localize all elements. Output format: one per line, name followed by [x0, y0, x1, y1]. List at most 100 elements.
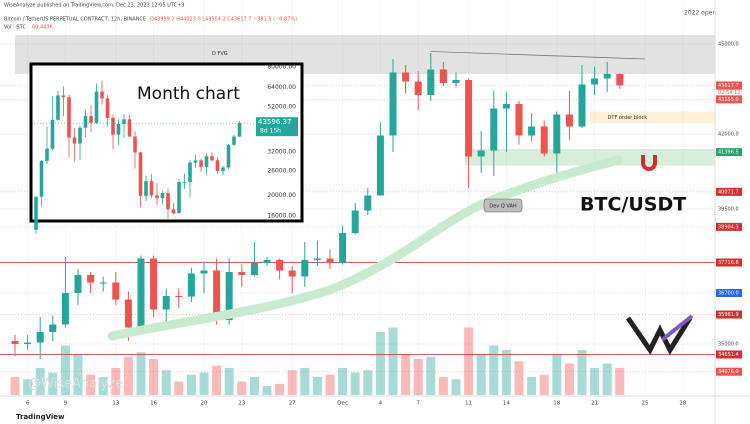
volume-bar	[224, 368, 234, 395]
volume-bar	[375, 332, 385, 395]
volume-bar	[300, 368, 310, 395]
x-tick-label: 13	[112, 401, 119, 407]
candle-body	[565, 114, 573, 127]
price-tag-label: 34651.4	[718, 352, 739, 358]
candle-body	[171, 209, 176, 214]
pair-label: BTC/USDT	[580, 194, 686, 216]
candle-body	[351, 210, 359, 233]
candle-body	[263, 260, 271, 263]
candle-body	[326, 258, 334, 263]
inset-y-tick-label: 80000.00	[267, 63, 296, 70]
price-tag-label: 43155.0	[718, 97, 739, 103]
countdown: 8d 15h	[260, 128, 281, 135]
candle-body	[200, 270, 208, 274]
volume-bar	[149, 359, 159, 395]
candle-body	[45, 148, 49, 161]
volume-bar	[501, 350, 511, 395]
candle-body	[477, 150, 485, 157]
candle-body	[213, 270, 221, 320]
candle-body	[160, 193, 165, 199]
candle-body	[364, 195, 372, 211]
zone	[589, 111, 715, 124]
candle-body	[111, 117, 115, 135]
candle-body	[133, 136, 137, 153]
candle-body	[149, 181, 154, 196]
candle-body	[465, 80, 473, 157]
price-tag	[716, 350, 742, 359]
candle-body	[339, 233, 347, 263]
candle-body	[72, 137, 77, 144]
y-tick-label: 45000.0	[718, 42, 739, 48]
price-tag	[716, 289, 742, 297]
footer-brand: TradingView	[16, 413, 65, 421]
candle-body	[61, 293, 69, 325]
candle-body	[50, 119, 55, 149]
volume-bar	[539, 374, 549, 395]
volume-title: Vol · BTC	[4, 25, 26, 31]
volume-bar	[111, 368, 121, 395]
x-tick-label: 28	[679, 401, 686, 407]
volume-bar	[60, 345, 70, 395]
volume-bar	[249, 377, 259, 395]
inset-y-tick-label: 16000.00	[267, 213, 296, 220]
zone-label: D FVG	[212, 51, 228, 57]
volume-bar	[325, 374, 335, 395]
last-price-tag	[256, 117, 298, 137]
chart-title: Bitcoin / TetherUS PERPETUAL CONTRACT, 1…	[4, 17, 146, 23]
y-tick-label: 35000.0	[718, 342, 739, 348]
open-label: 2022 open	[684, 10, 716, 17]
candle-body	[74, 275, 82, 293]
x-tick-label: 6	[26, 401, 30, 407]
price-tag	[716, 187, 742, 196]
candle-body	[250, 263, 258, 275]
candle-body	[24, 342, 32, 344]
candle-body	[36, 332, 44, 343]
volume-bar	[451, 379, 461, 395]
volume-bar	[388, 327, 398, 395]
volume-bar	[23, 379, 33, 395]
price-tag	[716, 148, 742, 157]
candle-body	[187, 273, 195, 297]
x-tick-label: Dec	[337, 401, 348, 407]
volume-bar	[338, 368, 348, 395]
x-tick-label: 23	[238, 401, 245, 407]
candle-body	[188, 162, 192, 183]
volume-bar	[426, 356, 436, 395]
candle-body	[515, 104, 523, 136]
price-tag-label: 37716.8	[718, 260, 739, 266]
volume-bar	[552, 354, 562, 395]
inset-y-tick-label: 32000.00	[267, 148, 296, 155]
volume-bar	[98, 377, 108, 395]
vah-band	[107, 155, 623, 341]
x-tick-label: 14	[503, 401, 510, 407]
volume-bar	[186, 374, 196, 395]
candle-body	[490, 108, 498, 151]
x-tick-label: 4	[379, 401, 383, 407]
candle-body	[155, 195, 159, 199]
candle-body	[124, 299, 132, 328]
candle-body	[166, 193, 170, 210]
candle-body	[237, 123, 242, 137]
inset-title: Month chart	[137, 84, 240, 104]
inset-y-tick-label: 64000.00	[267, 84, 296, 91]
candle-body	[150, 258, 158, 310]
candle-body	[540, 126, 548, 154]
price-tag-label: 41396.5	[718, 150, 739, 156]
volume-bar	[199, 372, 209, 395]
volume-bar	[413, 359, 423, 395]
price-tag-label: 34076.0	[718, 369, 739, 375]
watermark: @WiseAnalyze	[28, 377, 123, 392]
volume-bar	[476, 354, 486, 395]
candle-body	[78, 127, 82, 144]
logo	[625, 314, 694, 356]
countdown: 02:54:12	[718, 90, 740, 96]
x-tick-label: 18	[553, 401, 560, 407]
candle-body	[67, 97, 71, 138]
x-tick-label: 9	[64, 401, 68, 407]
volume-bar	[35, 368, 45, 395]
candle-body	[122, 119, 126, 125]
candle-body	[87, 275, 95, 283]
y-tick-label: 39500.0	[718, 207, 739, 213]
candle-body	[137, 258, 145, 328]
